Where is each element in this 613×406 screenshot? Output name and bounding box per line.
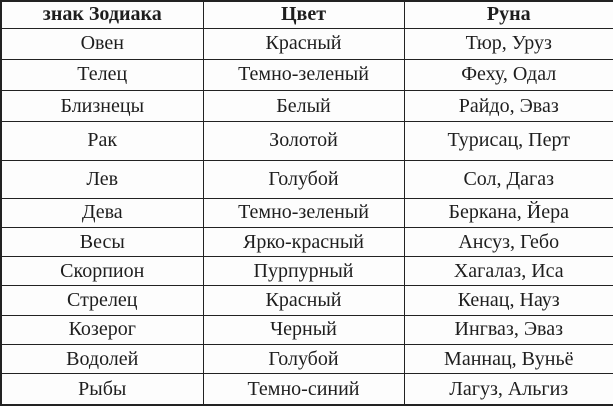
zodiac-sign-cell: Рак <box>0 121 204 161</box>
color-cell: Темно-зеленый <box>202 58 405 91</box>
zodiac-sign-cell: Весы <box>0 227 204 258</box>
rune-cell: Беркана, Йера <box>403 197 613 229</box>
rune-cell: Турисац, Перт <box>403 121 613 161</box>
column-header-rune: Руна <box>403 0 613 29</box>
color-cell: Красный <box>202 285 405 316</box>
color-cell: Черный <box>202 314 405 345</box>
rune-cell: Сол, Дагаз <box>403 159 613 199</box>
zodiac-sign-cell: Близнецы <box>0 89 204 123</box>
zodiac-sign-cell: Рыбы <box>0 373 204 406</box>
color-cell: Темно-синий <box>202 373 405 406</box>
zodiac-sign-cell: Стрелец <box>0 285 204 316</box>
color-cell: Темно-зеленый <box>202 197 405 229</box>
rune-cell: Маннац, Вуньё <box>403 343 613 375</box>
table-body: Овен Красный Тюр, Уруз Телец Темно-зелен… <box>0 27 613 406</box>
table-row: Скорпион Пурпурный Хагалаз, Иса <box>0 256 613 287</box>
color-cell: Голубой <box>202 159 405 199</box>
rune-cell: Кенац, Науз <box>403 285 613 316</box>
rune-cell: Лагуз, Альгиз <box>403 373 613 406</box>
color-cell: Пурпурный <box>202 256 405 287</box>
table-row: Телец Темно-зеленый Феху, Одал <box>0 58 613 91</box>
rune-cell: Хагалаз, Иса <box>403 256 613 287</box>
color-cell: Ярко-красный <box>202 227 405 258</box>
table-row: Лев Голубой Сол, Дагаз <box>0 159 613 199</box>
table-row: Рак Золотой Турисац, Перт <box>0 121 613 161</box>
rune-cell: Ингваз, Эваз <box>403 314 613 345</box>
zodiac-sign-cell: Дева <box>0 197 204 229</box>
table-header: знак Зодиака Цвет Руна <box>0 0 613 29</box>
table-row: Рыбы Темно-синий Лагуз, Альгиз <box>0 373 613 406</box>
color-cell: Голубой <box>202 343 405 375</box>
rune-cell: Феху, Одал <box>403 58 613 91</box>
zodiac-sign-cell: Овен <box>0 27 204 60</box>
table-row: Близнецы Белый Райдо, Эваз <box>0 89 613 123</box>
table-row: Стрелец Красный Кенац, Науз <box>0 285 613 316</box>
table-row: Водолей Голубой Маннац, Вуньё <box>0 343 613 375</box>
table-row: Дева Темно-зеленый Беркана, Йера <box>0 197 613 229</box>
zodiac-sign-cell: Водолей <box>0 343 204 375</box>
column-header-color: Цвет <box>202 0 405 29</box>
header-row: знак Зодиака Цвет Руна <box>0 0 613 29</box>
rune-cell: Ансуз, Гебо <box>403 227 613 258</box>
color-cell: Золотой <box>202 121 405 161</box>
rune-cell: Тюр, Уруз <box>403 27 613 60</box>
zodiac-sign-cell: Козерог <box>0 314 204 345</box>
table-row: Овен Красный Тюр, Уруз <box>0 27 613 60</box>
color-cell: Красный <box>202 27 405 60</box>
zodiac-sign-cell: Лев <box>0 159 204 199</box>
rune-cell: Райдо, Эваз <box>403 89 613 123</box>
table-row: Весы Ярко-красный Ансуз, Гебо <box>0 227 613 258</box>
table-row: Козерог Черный Ингваз, Эваз <box>0 314 613 345</box>
zodiac-sign-cell: Телец <box>0 58 204 91</box>
column-header-zodiac-sign: знак Зодиака <box>0 0 204 29</box>
color-cell: Белый <box>202 89 405 123</box>
zodiac-sign-cell: Скорпион <box>0 256 204 287</box>
